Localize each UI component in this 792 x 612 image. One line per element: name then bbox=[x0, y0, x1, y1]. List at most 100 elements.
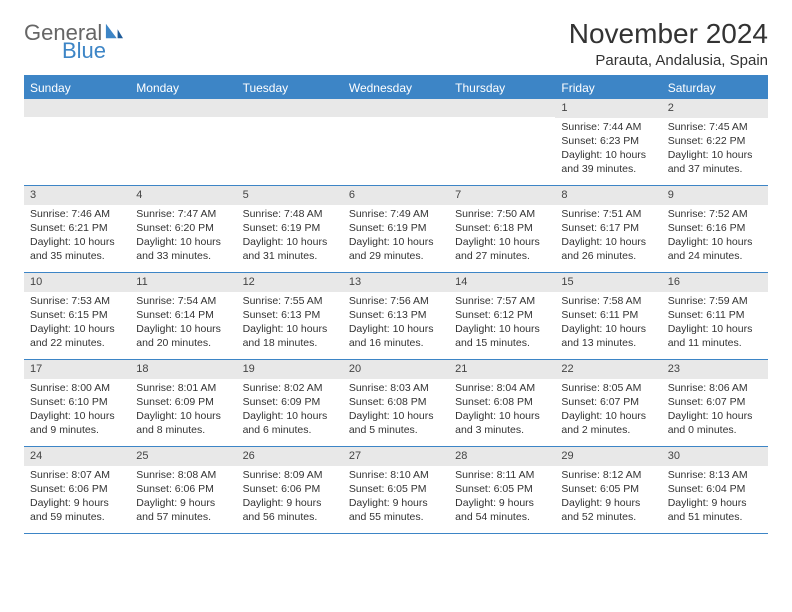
sunset-text: Sunset: 6:17 PM bbox=[561, 221, 655, 235]
day-body: Sunrise: 8:11 AMSunset: 6:05 PMDaylight:… bbox=[449, 466, 555, 529]
daylight-text: Daylight: 9 hours and 56 minutes. bbox=[243, 496, 337, 524]
day-header: Monday bbox=[130, 77, 236, 99]
sunrise-text: Sunrise: 8:08 AM bbox=[136, 468, 230, 482]
sunrise-text: Sunrise: 8:10 AM bbox=[349, 468, 443, 482]
day-cell: 7Sunrise: 7:50 AMSunset: 6:18 PMDaylight… bbox=[449, 186, 555, 272]
day-body: Sunrise: 7:51 AMSunset: 6:17 PMDaylight:… bbox=[555, 205, 661, 268]
day-number: 20 bbox=[343, 360, 449, 379]
sunrise-text: Sunrise: 7:49 AM bbox=[349, 207, 443, 221]
day-number: 25 bbox=[130, 447, 236, 466]
sunrise-text: Sunrise: 7:44 AM bbox=[561, 120, 655, 134]
day-cell: 11Sunrise: 7:54 AMSunset: 6:14 PMDayligh… bbox=[130, 273, 236, 359]
day-header: Tuesday bbox=[237, 77, 343, 99]
sunset-text: Sunset: 6:05 PM bbox=[349, 482, 443, 496]
day-cell: 22Sunrise: 8:05 AMSunset: 6:07 PMDayligh… bbox=[555, 360, 661, 446]
sunrise-text: Sunrise: 7:47 AM bbox=[136, 207, 230, 221]
day-cell: 21Sunrise: 8:04 AMSunset: 6:08 PMDayligh… bbox=[449, 360, 555, 446]
daylight-text: Daylight: 10 hours and 31 minutes. bbox=[243, 235, 337, 263]
day-number: 18 bbox=[130, 360, 236, 379]
day-header: Thursday bbox=[449, 77, 555, 99]
sunrise-text: Sunrise: 8:07 AM bbox=[30, 468, 124, 482]
sunset-text: Sunset: 6:10 PM bbox=[30, 395, 124, 409]
sunrise-text: Sunrise: 7:54 AM bbox=[136, 294, 230, 308]
daylight-text: Daylight: 10 hours and 27 minutes. bbox=[455, 235, 549, 263]
daylight-text: Daylight: 10 hours and 20 minutes. bbox=[136, 322, 230, 350]
sunset-text: Sunset: 6:19 PM bbox=[243, 221, 337, 235]
day-number: 17 bbox=[24, 360, 130, 379]
day-cell: 2Sunrise: 7:45 AMSunset: 6:22 PMDaylight… bbox=[662, 99, 768, 185]
day-body: Sunrise: 7:47 AMSunset: 6:20 PMDaylight:… bbox=[130, 205, 236, 268]
day-body: Sunrise: 7:53 AMSunset: 6:15 PMDaylight:… bbox=[24, 292, 130, 355]
day-cell: 25Sunrise: 8:08 AMSunset: 6:06 PMDayligh… bbox=[130, 447, 236, 533]
day-cell: 18Sunrise: 8:01 AMSunset: 6:09 PMDayligh… bbox=[130, 360, 236, 446]
day-cell: 6Sunrise: 7:49 AMSunset: 6:19 PMDaylight… bbox=[343, 186, 449, 272]
day-body: Sunrise: 7:55 AMSunset: 6:13 PMDaylight:… bbox=[237, 292, 343, 355]
day-cell: 26Sunrise: 8:09 AMSunset: 6:06 PMDayligh… bbox=[237, 447, 343, 533]
daylight-text: Daylight: 10 hours and 11 minutes. bbox=[668, 322, 762, 350]
daylight-text: Daylight: 10 hours and 15 minutes. bbox=[455, 322, 549, 350]
daylight-text: Daylight: 10 hours and 39 minutes. bbox=[561, 148, 655, 176]
day-number: 4 bbox=[130, 186, 236, 205]
day-number: 30 bbox=[662, 447, 768, 466]
daylight-text: Daylight: 10 hours and 33 minutes. bbox=[136, 235, 230, 263]
sunrise-text: Sunrise: 7:51 AM bbox=[561, 207, 655, 221]
sunset-text: Sunset: 6:05 PM bbox=[561, 482, 655, 496]
daylight-text: Daylight: 10 hours and 37 minutes. bbox=[668, 148, 762, 176]
day-number: 13 bbox=[343, 273, 449, 292]
day-number: 12 bbox=[237, 273, 343, 292]
day-number: 15 bbox=[555, 273, 661, 292]
day-cell: 28Sunrise: 8:11 AMSunset: 6:05 PMDayligh… bbox=[449, 447, 555, 533]
calendar: Sunday Monday Tuesday Wednesday Thursday… bbox=[24, 75, 768, 534]
sunset-text: Sunset: 6:13 PM bbox=[349, 308, 443, 322]
day-number bbox=[237, 99, 343, 117]
logo: GeneralBlue bbox=[24, 18, 124, 62]
daylight-text: Daylight: 9 hours and 57 minutes. bbox=[136, 496, 230, 524]
day-cell: 12Sunrise: 7:55 AMSunset: 6:13 PMDayligh… bbox=[237, 273, 343, 359]
sunset-text: Sunset: 6:08 PM bbox=[349, 395, 443, 409]
day-body: Sunrise: 7:50 AMSunset: 6:18 PMDaylight:… bbox=[449, 205, 555, 268]
daylight-text: Daylight: 10 hours and 24 minutes. bbox=[668, 235, 762, 263]
day-body: Sunrise: 8:10 AMSunset: 6:05 PMDaylight:… bbox=[343, 466, 449, 529]
day-body: Sunrise: 8:09 AMSunset: 6:06 PMDaylight:… bbox=[237, 466, 343, 529]
day-cell: 16Sunrise: 7:59 AMSunset: 6:11 PMDayligh… bbox=[662, 273, 768, 359]
location-label: Parauta, Andalusia, Spain bbox=[569, 52, 768, 69]
sunrise-text: Sunrise: 7:46 AM bbox=[30, 207, 124, 221]
sunrise-text: Sunrise: 8:01 AM bbox=[136, 381, 230, 395]
day-number: 1 bbox=[555, 99, 661, 118]
daylight-text: Daylight: 10 hours and 5 minutes. bbox=[349, 409, 443, 437]
day-cell: 19Sunrise: 8:02 AMSunset: 6:09 PMDayligh… bbox=[237, 360, 343, 446]
daylight-text: Daylight: 10 hours and 16 minutes. bbox=[349, 322, 443, 350]
day-number: 19 bbox=[237, 360, 343, 379]
sunset-text: Sunset: 6:16 PM bbox=[668, 221, 762, 235]
sunset-text: Sunset: 6:07 PM bbox=[561, 395, 655, 409]
sunrise-text: Sunrise: 7:52 AM bbox=[668, 207, 762, 221]
day-cell bbox=[24, 99, 130, 185]
day-cell: 8Sunrise: 7:51 AMSunset: 6:17 PMDaylight… bbox=[555, 186, 661, 272]
day-number: 16 bbox=[662, 273, 768, 292]
page-title: November 2024 bbox=[569, 18, 768, 50]
day-number: 14 bbox=[449, 273, 555, 292]
sunset-text: Sunset: 6:11 PM bbox=[561, 308, 655, 322]
day-body: Sunrise: 7:44 AMSunset: 6:23 PMDaylight:… bbox=[555, 118, 661, 181]
daylight-text: Daylight: 10 hours and 26 minutes. bbox=[561, 235, 655, 263]
day-cell bbox=[449, 99, 555, 185]
day-number: 24 bbox=[24, 447, 130, 466]
day-cell bbox=[130, 99, 236, 185]
sunset-text: Sunset: 6:15 PM bbox=[30, 308, 124, 322]
day-cell: 17Sunrise: 8:00 AMSunset: 6:10 PMDayligh… bbox=[24, 360, 130, 446]
day-number: 11 bbox=[130, 273, 236, 292]
sunset-text: Sunset: 6:11 PM bbox=[668, 308, 762, 322]
sunset-text: Sunset: 6:12 PM bbox=[455, 308, 549, 322]
weeks-container: 1Sunrise: 7:44 AMSunset: 6:23 PMDaylight… bbox=[24, 99, 768, 534]
day-number: 29 bbox=[555, 447, 661, 466]
sunrise-text: Sunrise: 7:53 AM bbox=[30, 294, 124, 308]
day-body: Sunrise: 7:57 AMSunset: 6:12 PMDaylight:… bbox=[449, 292, 555, 355]
daylight-text: Daylight: 9 hours and 55 minutes. bbox=[349, 496, 443, 524]
daylight-text: Daylight: 10 hours and 22 minutes. bbox=[30, 322, 124, 350]
sunset-text: Sunset: 6:13 PM bbox=[243, 308, 337, 322]
daylight-text: Daylight: 10 hours and 8 minutes. bbox=[136, 409, 230, 437]
day-cell bbox=[343, 99, 449, 185]
day-number: 5 bbox=[237, 186, 343, 205]
sunrise-text: Sunrise: 8:04 AM bbox=[455, 381, 549, 395]
day-cell bbox=[237, 99, 343, 185]
